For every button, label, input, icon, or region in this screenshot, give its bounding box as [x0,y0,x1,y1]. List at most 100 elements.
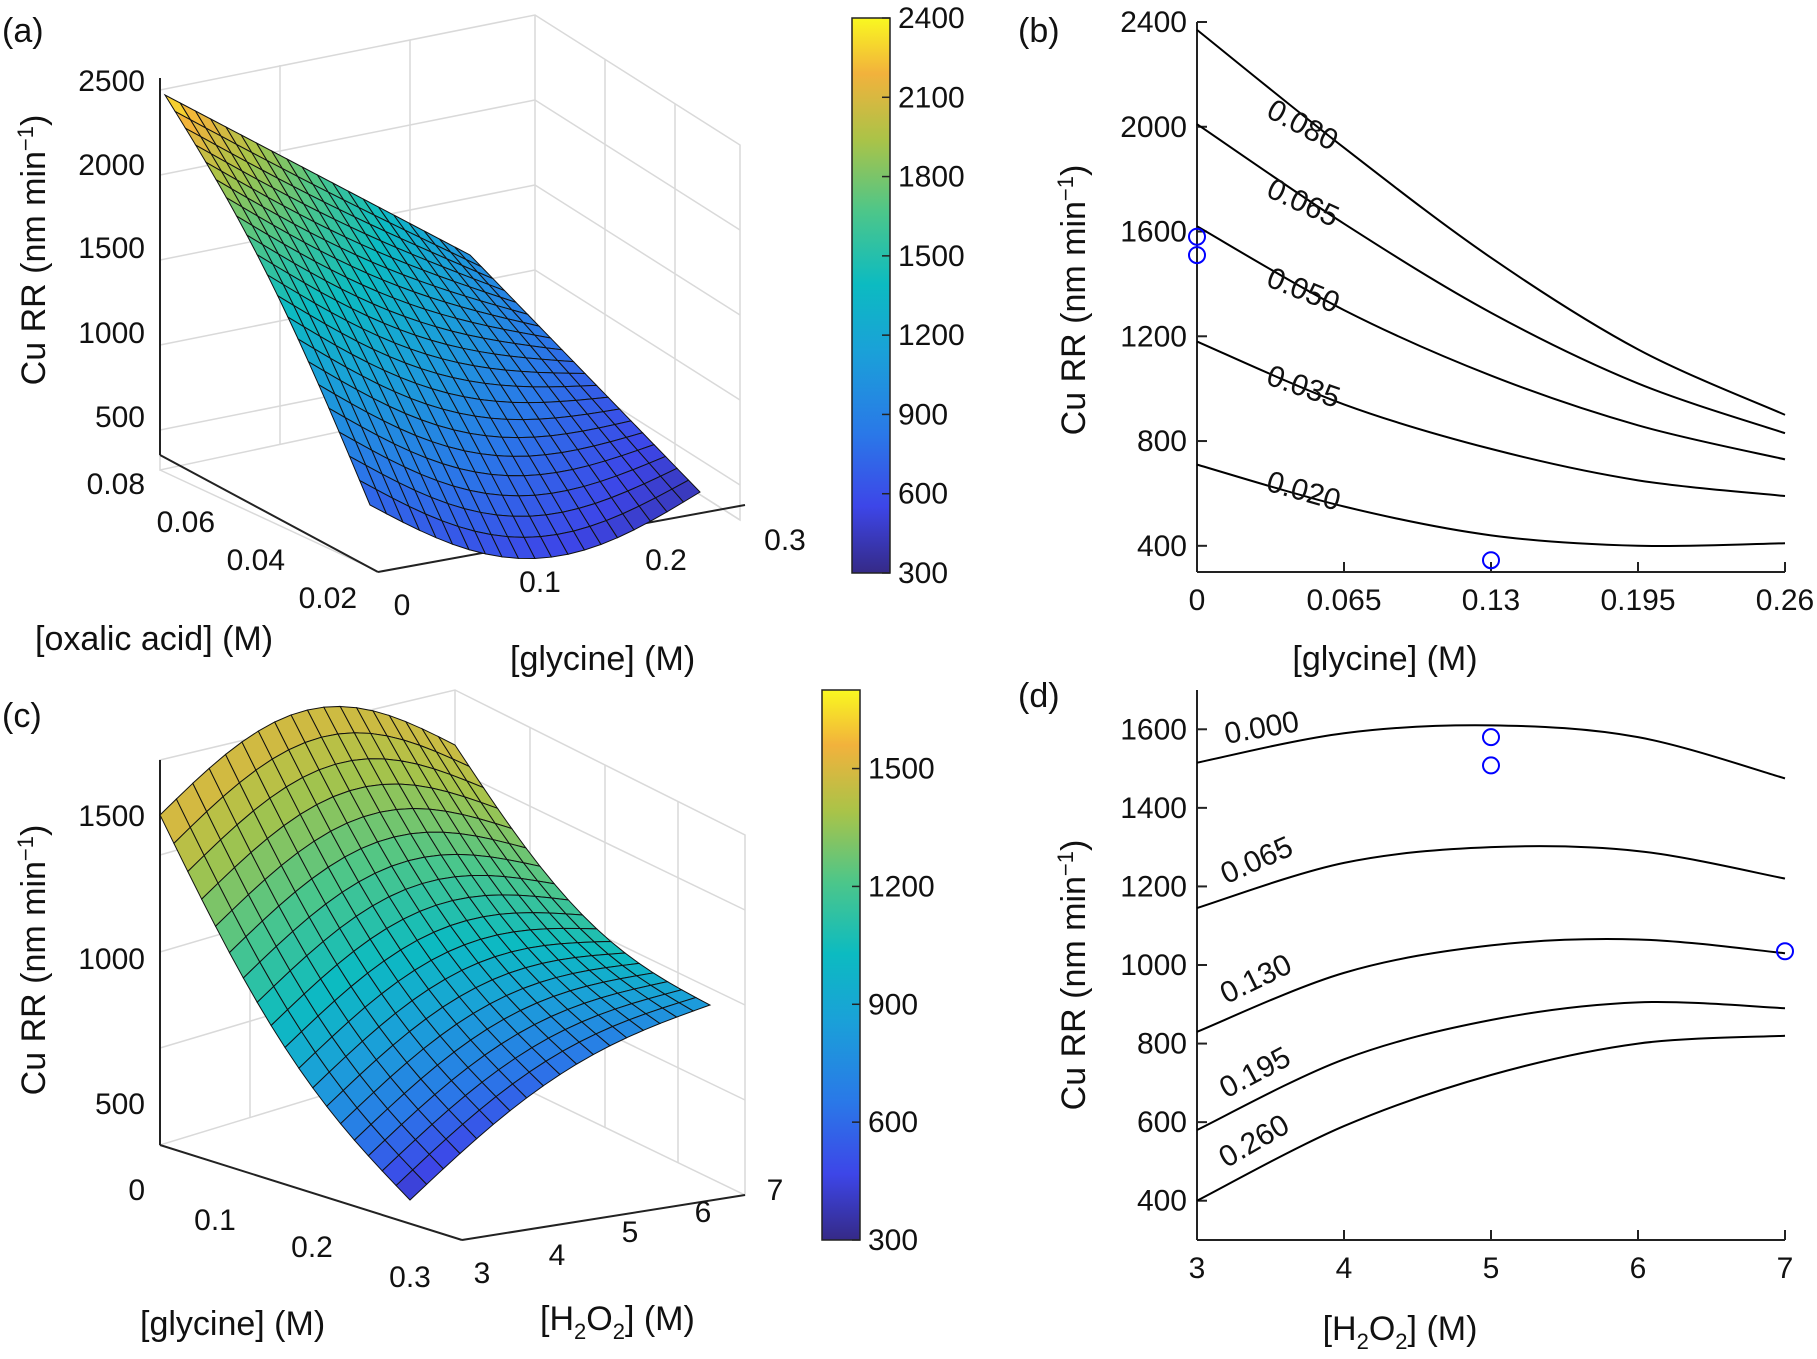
colorbar-tick: 1800 [898,161,965,194]
panel-a-colorbar [851,17,891,574]
panel-d-y-tick: 1600 [1120,713,1187,746]
panel-b-x-tick: 0.195 [1600,584,1675,617]
panel-c-z-tick: 500 [95,1088,145,1121]
panel-a-x-tick: 0.1 [519,566,561,599]
panel-label-b: (b) [1018,12,1060,50]
panel-c-colorbar [821,689,861,1241]
panel-d-y-tick: 1200 [1120,870,1187,903]
panel-a-z-tick: 2500 [78,65,145,98]
panel-a-x-tick: 0.2 [645,544,687,577]
panel-d-observed-point [1482,728,1500,747]
panel-d-contour-label: 0.195 [1214,1041,1296,1105]
panel-b-y-tick: 1600 [1120,216,1187,249]
panel-d-contour-label: 0.065 [1216,830,1298,891]
panel-c-y-tick: 4 [549,1239,566,1272]
panel-a-colorbar-ticks: 300 600 900 1200 1500 1800 2100 2400 [882,2,965,590]
colorbar-tick: 1200 [868,870,935,903]
panel-d-x-tick: 5 [1483,1252,1500,1285]
panel-a-z-tick: 500 [95,401,145,434]
panel-a-zlabel: Cu RR (nm min−1) [13,115,53,386]
panel-d-line-plot: 3 4 5 6 7 400 600 800 1000 1200 1400 1600 0.000 0.065… [1053,690,1794,1354]
panel-a-surface [163,93,701,560]
panel-c-z-tick: 0 [128,1174,145,1207]
panel-b-x-tick: 0.13 [1462,584,1520,617]
panel-d-y-tick: 600 [1137,1106,1187,1139]
panel-d-observed-point [1776,942,1794,961]
panel-d-series-line [1196,1034,1786,1202]
panel-c-y-tick: 5 [622,1216,639,1249]
panel-a-y-tick: 0.04 [227,544,285,577]
panel-d-series-line [1196,1000,1786,1131]
panel-b-y-tick: 2400 [1120,6,1187,39]
panel-b-contour-label: 0.080 [1262,93,1344,157]
panel-label-c: (c) [2,697,42,735]
panel-c-z-tick: 1000 [78,943,145,976]
panel-a-y-tick: 0.06 [157,506,215,539]
panel-b-series-line [1196,463,1786,548]
panel-c-surface-plot: 1500 1000 500 0 0.1 0.2 0.3 3 4 5 6 7 [g… [13,689,935,1344]
panel-b-contour-label: 0.050 [1262,261,1344,320]
panel-d-x-tick: 4 [1336,1252,1353,1285]
panel-d-series-line [1196,938,1786,1033]
surface-patch [671,479,701,503]
panel-label-d: (d) [1018,677,1060,715]
panel-d-contour-label: 0.260 [1213,1108,1295,1174]
colorbar-tick: 1500 [868,753,935,786]
panel-c-y-tick: 3 [474,1257,491,1290]
panel-b-y-tick: 800 [1137,425,1187,458]
colorbar-tick: 900 [898,398,948,431]
panel-b-x-tick: 0.26 [1756,584,1814,617]
panel-c-y-tick: 7 [767,1174,784,1207]
panel-a-y-tick: 0.02 [299,582,357,615]
panel-c-z-tick: 1500 [78,800,145,833]
panel-a-y-axis [159,454,379,573]
panel-b-y-tick: 1200 [1120,320,1187,353]
panel-d-y-tick: 800 [1137,1028,1187,1061]
panel-b-ylabel: Cu RR (nm min−1) [1053,165,1093,436]
panel-d-contour-label: 0.130 [1215,948,1297,1011]
panel-b-xlabel: [glycine] (M) [1292,640,1477,678]
panel-b-series-line [1196,225,1786,461]
panel-c-x-tick: 0.2 [291,1231,333,1264]
panel-c-xlabel: [glycine] (M) [140,1305,325,1343]
panel-b-line-plot: 0 0.065 0.13 0.195 0.26 400 800 1200 1600 2000 240… [1053,6,1814,678]
panel-d-contour-label: 0.000 [1222,705,1302,751]
panel-b-series-line [1196,29,1786,416]
panel-c-x-axis [159,1144,463,1241]
panel-d-y-tick: 1400 [1120,792,1187,825]
panel-b-observed-point [1482,551,1500,570]
panel-b-x-tick: 0 [1189,584,1206,617]
colorbar-tick: 2100 [898,81,965,114]
panel-b-observed-point [1188,227,1206,246]
panel-b-series-line [1196,123,1786,435]
panel-c-x-tick: 0.1 [194,1204,236,1237]
panel-label-a: (a) [2,12,44,50]
panel-a-z-tick: 1500 [78,232,145,265]
panel-c-ylabel: [H2O2] (M) [540,1300,695,1344]
colorbar-tick: 300 [868,1224,918,1257]
colorbar-tick: 600 [868,1106,918,1139]
panel-d-series-line [1196,724,1786,780]
panel-a-x-tick: 0 [394,589,411,622]
colorbar-tick: 1500 [898,240,965,273]
panel-b-observed-point [1188,246,1206,265]
panel-b-y-tick: 2000 [1120,111,1187,144]
panel-a-z-tick: 2000 [78,149,145,182]
colorbar-tick: 900 [868,988,918,1021]
panel-b-contour-label: 0.020 [1263,465,1344,517]
panel-b-series-line [1196,340,1786,498]
colorbar-tick: 300 [898,557,948,590]
panel-a-y-tick: 0.08 [87,468,145,501]
colorbar-tick: 1200 [898,319,965,352]
panel-d-y-tick: 400 [1137,1185,1187,1218]
panel-c-colorbar-ticks: 300 600 900 1200 1500 [852,753,935,1257]
panel-c-x-tick: 0.3 [389,1261,431,1294]
panel-a-x-tick: 0.3 [764,524,806,557]
colorbar-tick: 2400 [898,2,965,35]
panel-c-y-tick: 6 [695,1196,712,1229]
panel-b-x-tick: 0.065 [1306,584,1381,617]
panel-b-contour-label: 0.035 [1263,359,1345,415]
panel-b-y-tick: 400 [1137,530,1187,563]
panel-a-surface-plot: 2500 2000 1500 1000 500 0.08 0.06 0.04 0… [13,2,965,678]
